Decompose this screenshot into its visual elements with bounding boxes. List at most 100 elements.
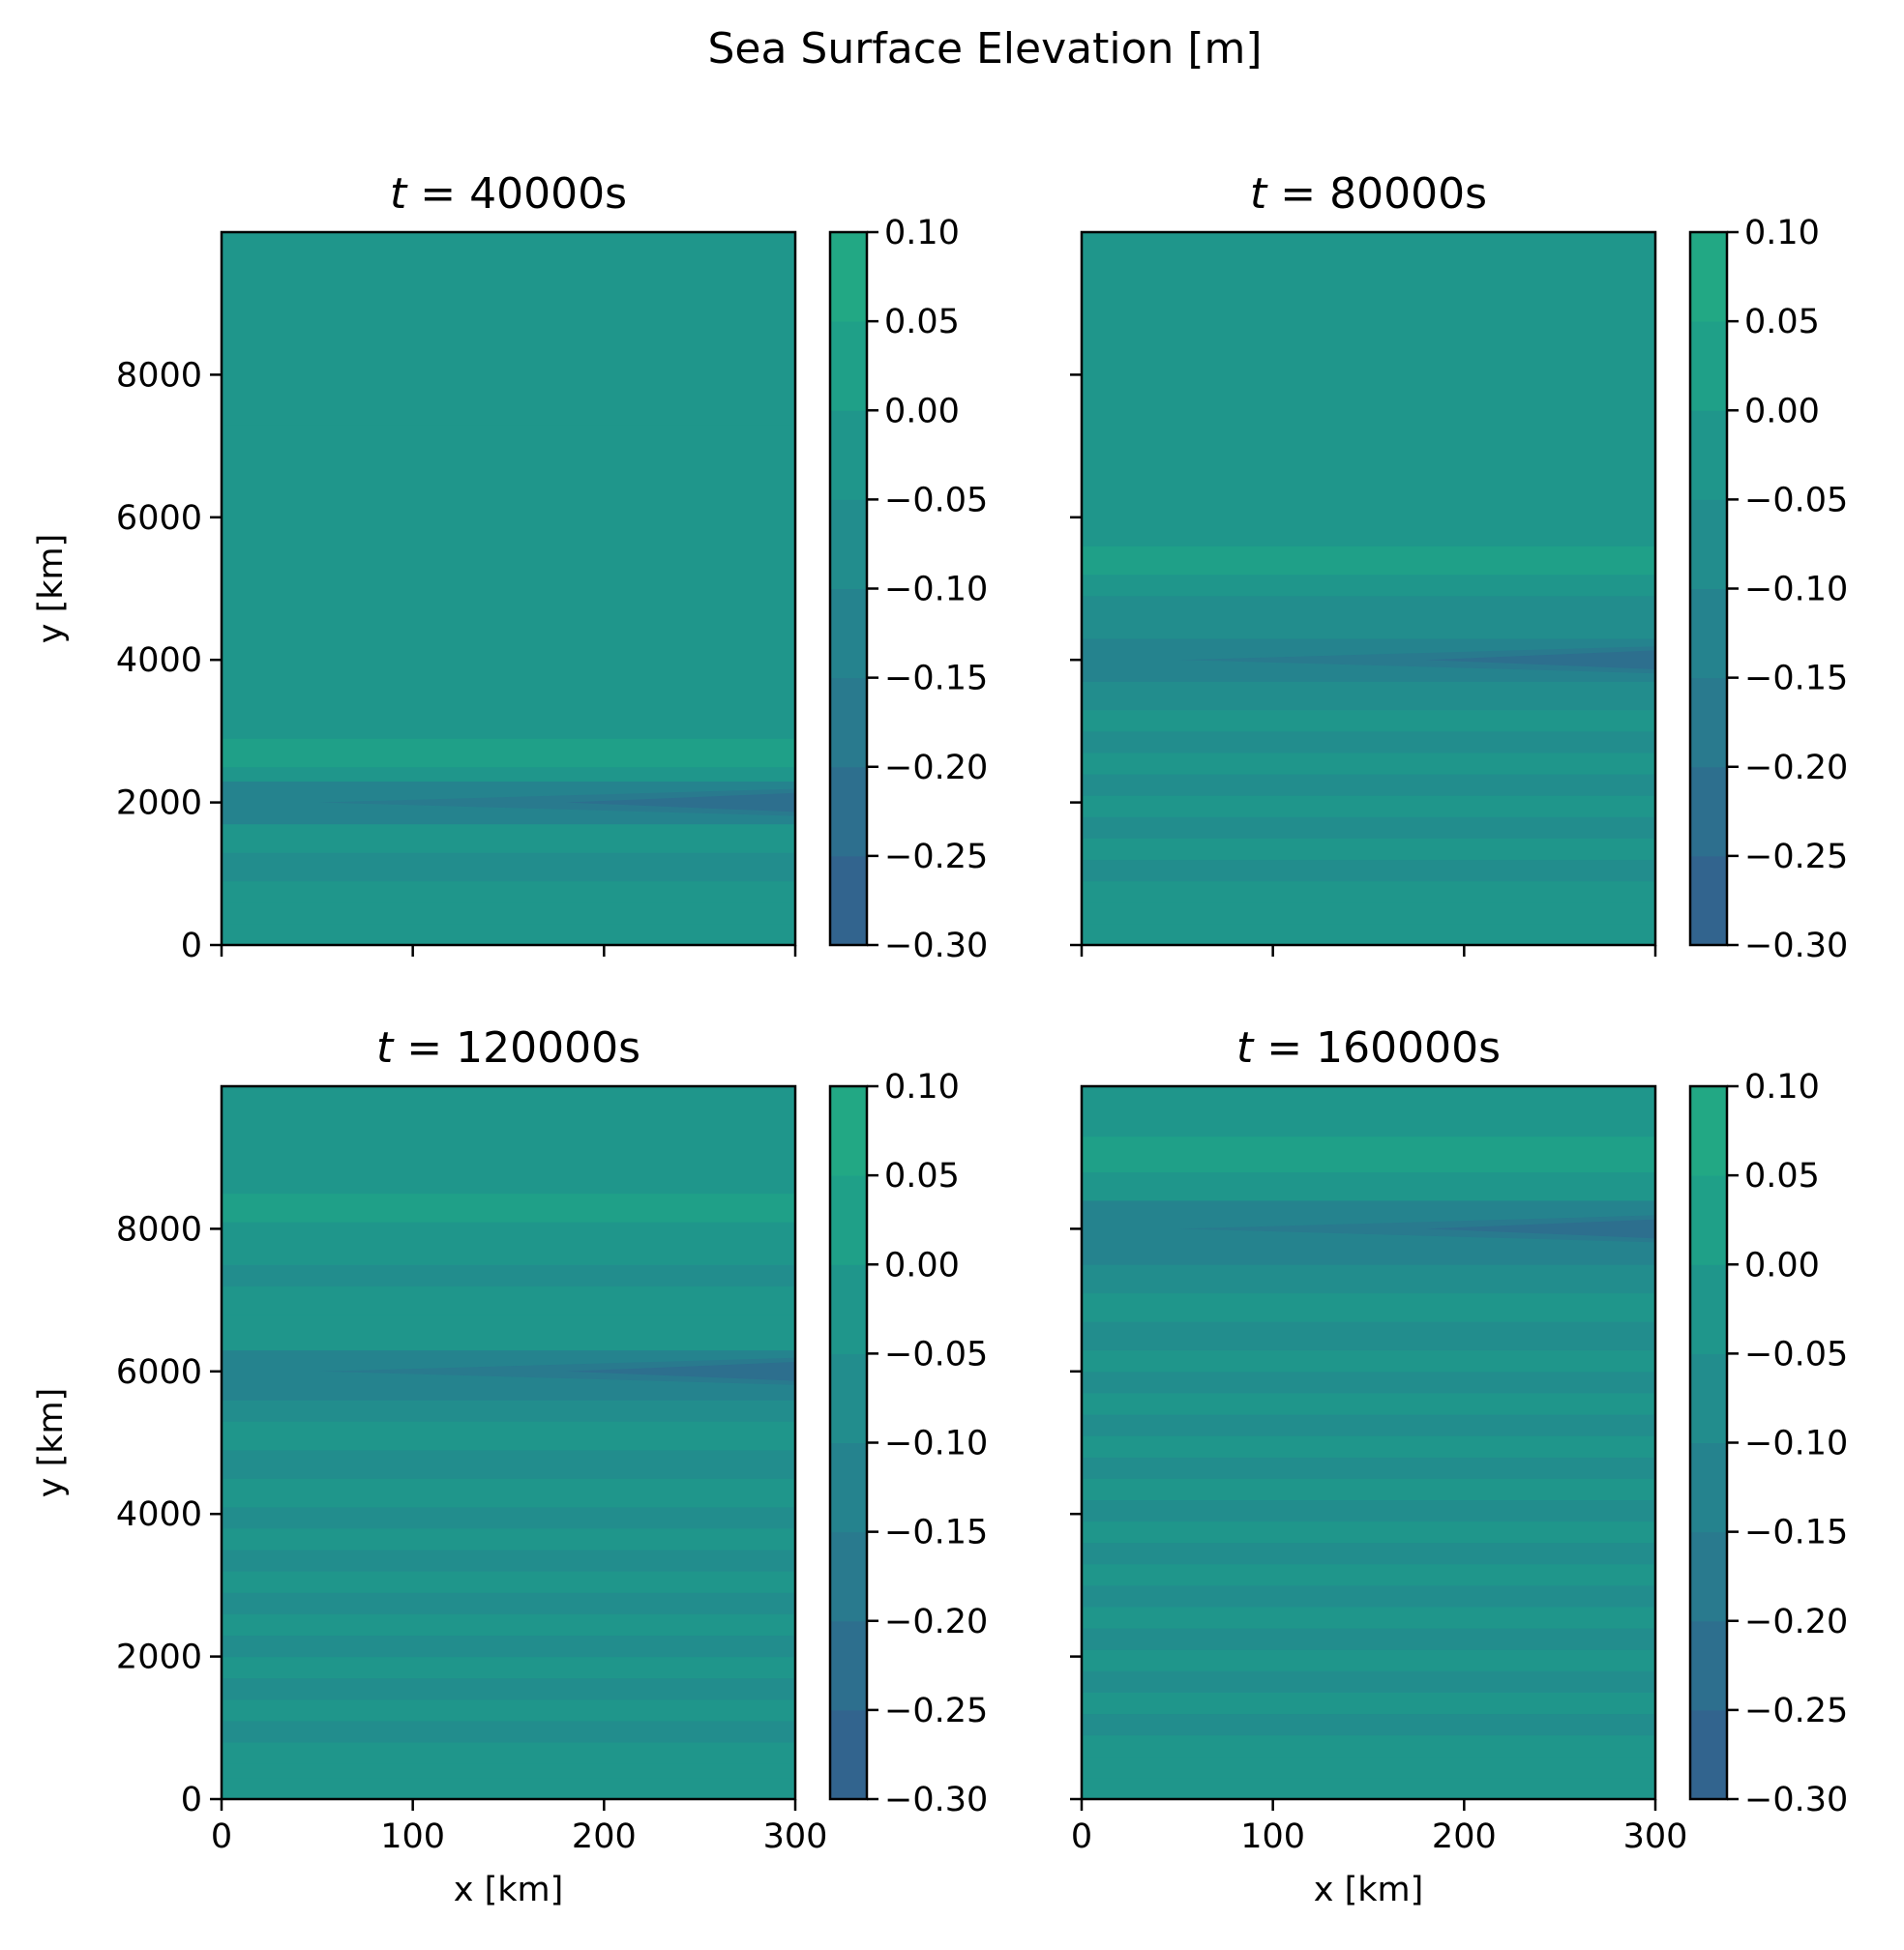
colorbar-tick-label: −0.10 — [1744, 1425, 1848, 1463]
contour-band — [222, 1193, 795, 1223]
y-tick-label: 2000 — [116, 1639, 202, 1677]
contour-band — [1082, 232, 1655, 547]
axes-frame — [1080, 230, 1657, 947]
contour-band — [222, 1086, 795, 1195]
contour-band — [222, 1221, 795, 1265]
contour-band — [1082, 837, 1655, 861]
colorbar-level — [1690, 588, 1727, 679]
colorbar-tick-label: 0.00 — [884, 1246, 960, 1285]
contour-band — [1082, 1777, 1655, 1799]
contour-band — [222, 1677, 795, 1700]
contour-band — [222, 1263, 795, 1286]
colorbar-level — [830, 677, 867, 768]
colorbar-level — [830, 1709, 867, 1800]
contour-band — [222, 1777, 795, 1799]
colorbar: −0.30 −0.25 −0.20 −0.15 −0.10 −0.05 0.00 0.05 0.… — [828, 1068, 988, 1819]
contour-band — [1082, 859, 1655, 882]
contour-band — [222, 1527, 795, 1551]
panel-title: t = 80000s — [1250, 169, 1487, 219]
trough-peak — [1425, 1219, 1655, 1239]
colorbar-tick-label: −0.10 — [1744, 571, 1848, 609]
contour-band — [1082, 1413, 1655, 1436]
contour-band — [222, 1314, 795, 1351]
colorbar-level — [830, 766, 867, 857]
x-axis-label: x [km] — [454, 1871, 564, 1909]
contour-band — [1082, 1477, 1655, 1500]
contour-band — [222, 737, 795, 768]
trough-core — [1178, 1215, 1655, 1243]
axes-frame — [220, 230, 797, 947]
colorbar-tick-label: −0.25 — [1744, 1692, 1848, 1730]
x-axis-label: x [km] — [1314, 1871, 1424, 1909]
colorbar-level — [1690, 1174, 1727, 1265]
elevation-field — [1082, 232, 1655, 945]
x-tick-label: 200 — [1432, 1817, 1497, 1856]
contour-band — [1082, 923, 1655, 945]
colorbar-tick-label: −0.05 — [884, 1335, 988, 1374]
contour-band — [1082, 1136, 1655, 1172]
contour-band — [1082, 680, 1655, 711]
contour-band — [1082, 1669, 1655, 1693]
x-tick-label: 200 — [572, 1817, 637, 1856]
colorbar-level — [830, 1620, 867, 1711]
x-tick-label: 100 — [1240, 1817, 1305, 1856]
trough-core — [1178, 646, 1655, 674]
colorbar-tick-label: −0.10 — [884, 1425, 988, 1463]
contour-band — [222, 1741, 795, 1764]
colorbar-tick-label: 0.05 — [1744, 1157, 1820, 1196]
contour-band — [1082, 574, 1655, 597]
colorbar-level — [830, 1263, 867, 1354]
colorbar-level — [830, 1085, 867, 1176]
colorbar-tick-label: 0.00 — [884, 392, 960, 430]
colorbar: −0.30 −0.25 −0.20 −0.15 −0.10 −0.05 0.00 0.05 0.… — [1688, 1068, 1848, 1819]
contour-band — [222, 1449, 795, 1479]
contour-band — [1082, 1086, 1655, 1138]
contour-band — [1082, 1371, 1655, 1394]
colorbar-tick-label: −0.25 — [884, 838, 988, 876]
contour-band — [222, 1506, 795, 1529]
y-tick-label: 4000 — [116, 1495, 202, 1534]
contour-band — [1082, 1392, 1655, 1415]
colorbar-tick-label: −0.15 — [1744, 660, 1848, 698]
contour-band — [1082, 1521, 1655, 1544]
trough-peak — [565, 792, 795, 812]
y-axis-label: y [km] — [32, 1388, 71, 1498]
contour-band — [1082, 1563, 1655, 1586]
contour-band — [222, 1591, 795, 1614]
contour-band — [222, 424, 795, 739]
contour-band — [1082, 730, 1655, 753]
contour-band — [222, 1420, 795, 1451]
y-tick-label: 0 — [181, 1781, 202, 1819]
contour-band — [1082, 1434, 1655, 1458]
contour-band — [1082, 1584, 1655, 1608]
contour-band — [222, 1570, 795, 1593]
colorbar-tick-label: 0.10 — [1744, 214, 1820, 252]
colorbar-level — [1690, 409, 1727, 500]
colorbar-level — [1690, 1709, 1727, 1800]
contour-band — [222, 1612, 795, 1636]
contour-band — [1082, 1734, 1655, 1758]
y-tick-label: 4000 — [116, 641, 202, 680]
colorbar-level — [1690, 1352, 1727, 1443]
colorbar-level — [1690, 231, 1727, 322]
trough-core — [318, 788, 795, 816]
colorbar-tick-label: −0.05 — [1744, 1335, 1848, 1374]
contour-band — [222, 1656, 795, 1679]
colorbar-tick-label: −0.10 — [884, 571, 988, 609]
colorbar-tick-label: −0.20 — [884, 1603, 988, 1641]
contour-band — [1082, 901, 1655, 925]
colorbar-level — [1690, 1263, 1727, 1354]
colorbar-level — [830, 409, 867, 500]
panel-title: t = 120000s — [376, 1023, 640, 1073]
contour-band — [1082, 1756, 1655, 1779]
contour-band — [222, 1399, 795, 1422]
contour-band — [222, 766, 795, 782]
contour-band — [222, 232, 795, 426]
contour-band — [222, 1720, 795, 1743]
contour-band — [1082, 1713, 1655, 1736]
contour-band — [1082, 815, 1655, 839]
